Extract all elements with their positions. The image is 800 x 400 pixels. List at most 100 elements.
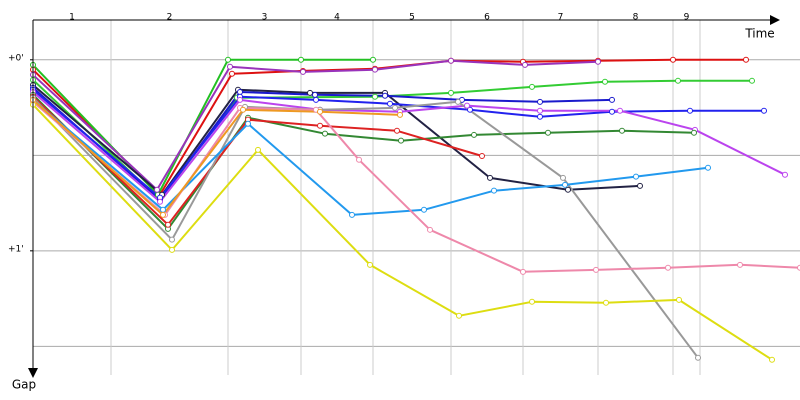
data-point <box>237 96 243 103</box>
data-point <box>367 261 373 268</box>
series-line <box>32 91 786 203</box>
data-point <box>737 261 743 268</box>
data-point <box>637 182 643 189</box>
data-point <box>255 146 261 153</box>
plot-area <box>30 56 800 363</box>
lap-label: 8 <box>633 13 639 23</box>
data-point <box>670 56 676 63</box>
data-point <box>356 156 362 163</box>
data-point <box>665 264 671 271</box>
data-point <box>317 108 323 115</box>
data-point <box>619 127 625 134</box>
data-point <box>479 152 485 159</box>
data-point <box>676 296 682 303</box>
data-point <box>160 206 166 213</box>
data-point <box>455 98 461 105</box>
lap-label: 4 <box>334 13 340 23</box>
data-point <box>537 113 543 120</box>
data-point <box>562 181 568 188</box>
data-point <box>705 164 711 171</box>
data-point <box>307 89 313 96</box>
grid: +0' +1' 1 2 3 4 5 6 7 8 9 <box>8 13 800 375</box>
data-point <box>372 93 378 100</box>
data-point <box>782 171 788 178</box>
data-point <box>749 77 755 84</box>
data-point <box>229 70 235 77</box>
data-point <box>464 102 470 109</box>
data-point <box>225 56 231 63</box>
data-point <box>797 264 800 271</box>
data-point <box>529 298 535 305</box>
data-point <box>593 266 599 273</box>
data-point <box>691 129 697 136</box>
lap-label: 9 <box>684 13 690 23</box>
data-point <box>169 246 175 253</box>
data-point <box>609 108 615 115</box>
data-point <box>298 56 304 63</box>
data-point <box>456 312 462 319</box>
data-point <box>609 96 615 103</box>
data-point <box>312 91 318 98</box>
data-point <box>675 77 681 84</box>
data-point <box>157 198 163 205</box>
data-point <box>695 354 701 361</box>
series-line <box>32 59 599 191</box>
series-line <box>32 97 699 359</box>
data-point <box>529 83 535 90</box>
data-point <box>245 120 251 127</box>
lap-label: 1 <box>69 13 75 23</box>
data-point <box>240 106 246 113</box>
lap-label: 7 <box>558 13 564 23</box>
data-point <box>372 66 378 73</box>
data-point <box>595 58 601 65</box>
data-point <box>520 268 526 275</box>
data-point <box>687 107 693 114</box>
data-point <box>487 174 493 181</box>
series-line <box>32 88 764 199</box>
y-tick-label: +1' <box>8 244 24 254</box>
data-point <box>165 221 171 228</box>
data-point <box>761 107 767 114</box>
lap-label: 3 <box>262 13 268 23</box>
data-point <box>382 92 388 99</box>
data-point <box>322 130 328 137</box>
data-point <box>394 127 400 134</box>
data-point <box>602 78 608 85</box>
data-point <box>537 98 543 105</box>
series-line <box>32 84 641 196</box>
data-point <box>427 226 433 233</box>
data-point <box>769 356 775 363</box>
y-tick-label: +0' <box>8 53 24 63</box>
data-point <box>313 96 319 103</box>
data-point <box>397 111 403 118</box>
lap-label: 5 <box>409 13 415 23</box>
data-point <box>565 186 571 193</box>
data-point <box>467 106 473 113</box>
lap-label: 2 <box>167 13 173 23</box>
data-point <box>545 129 551 136</box>
series-line <box>32 99 709 216</box>
lap-label: 6 <box>484 13 490 23</box>
data-point <box>633 173 639 180</box>
data-point <box>317 122 323 129</box>
data-point <box>471 131 477 138</box>
data-point <box>392 104 398 111</box>
time-arrow <box>770 15 780 25</box>
x-axis-label: Time <box>744 27 774 41</box>
data-point <box>448 89 454 96</box>
data-point <box>421 206 427 213</box>
data-point <box>537 107 543 114</box>
data-point <box>227 63 233 70</box>
data-point <box>169 236 175 243</box>
data-point <box>603 299 609 306</box>
gap-arrow <box>28 368 38 378</box>
series-line <box>32 95 483 226</box>
data-point <box>560 174 566 181</box>
data-point <box>522 61 528 68</box>
y-axis-label: Gap <box>12 378 36 392</box>
data-point <box>387 100 393 107</box>
data-point <box>743 56 749 63</box>
data-point <box>349 211 355 218</box>
data-point <box>154 186 160 193</box>
